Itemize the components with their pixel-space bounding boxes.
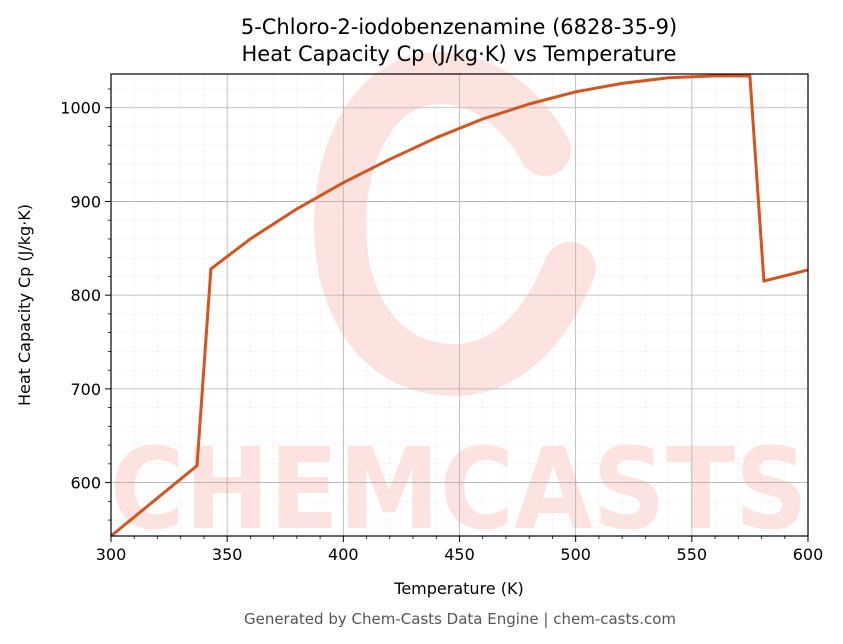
x-tick-label: 600: [793, 545, 824, 564]
y-tick-label: 900: [70, 192, 101, 211]
y-axis: 600 700 800 900 1000: [60, 88, 111, 521]
x-tick-label: 350: [212, 545, 243, 564]
x-axis-label: Temperature (K): [393, 579, 523, 598]
y-tick-label: 700: [70, 380, 101, 399]
y-axis-label: Heat Capacity Cp (J/kg·K): [15, 204, 34, 406]
series-line: [110, 74, 809, 538]
chart-title: 5-Chloro-2-iodobenzenamine (6828-35-9): [241, 15, 677, 39]
x-tick-label: 400: [328, 545, 359, 564]
x-tick-label: 300: [96, 545, 127, 564]
y-tick-label: 1000: [60, 99, 101, 118]
y-tick-label: 800: [70, 286, 101, 305]
chart-subtitle: Heat Capacity Cp (J/kg·K) vs Temperature: [242, 42, 677, 66]
watermark: CHEMCASTS: [110, 51, 808, 555]
x-tick-label: 450: [444, 545, 475, 564]
x-tick-label: 550: [677, 545, 708, 564]
y-tick-label: 600: [70, 474, 101, 493]
x-tick-label: 500: [560, 545, 591, 564]
watermark-logo-icon: [313, 51, 596, 397]
footer-credit: Generated by Chem-Casts Data Engine | ch…: [244, 610, 676, 628]
x-axis: 300 350 400 450 500 550 600: [96, 536, 824, 564]
